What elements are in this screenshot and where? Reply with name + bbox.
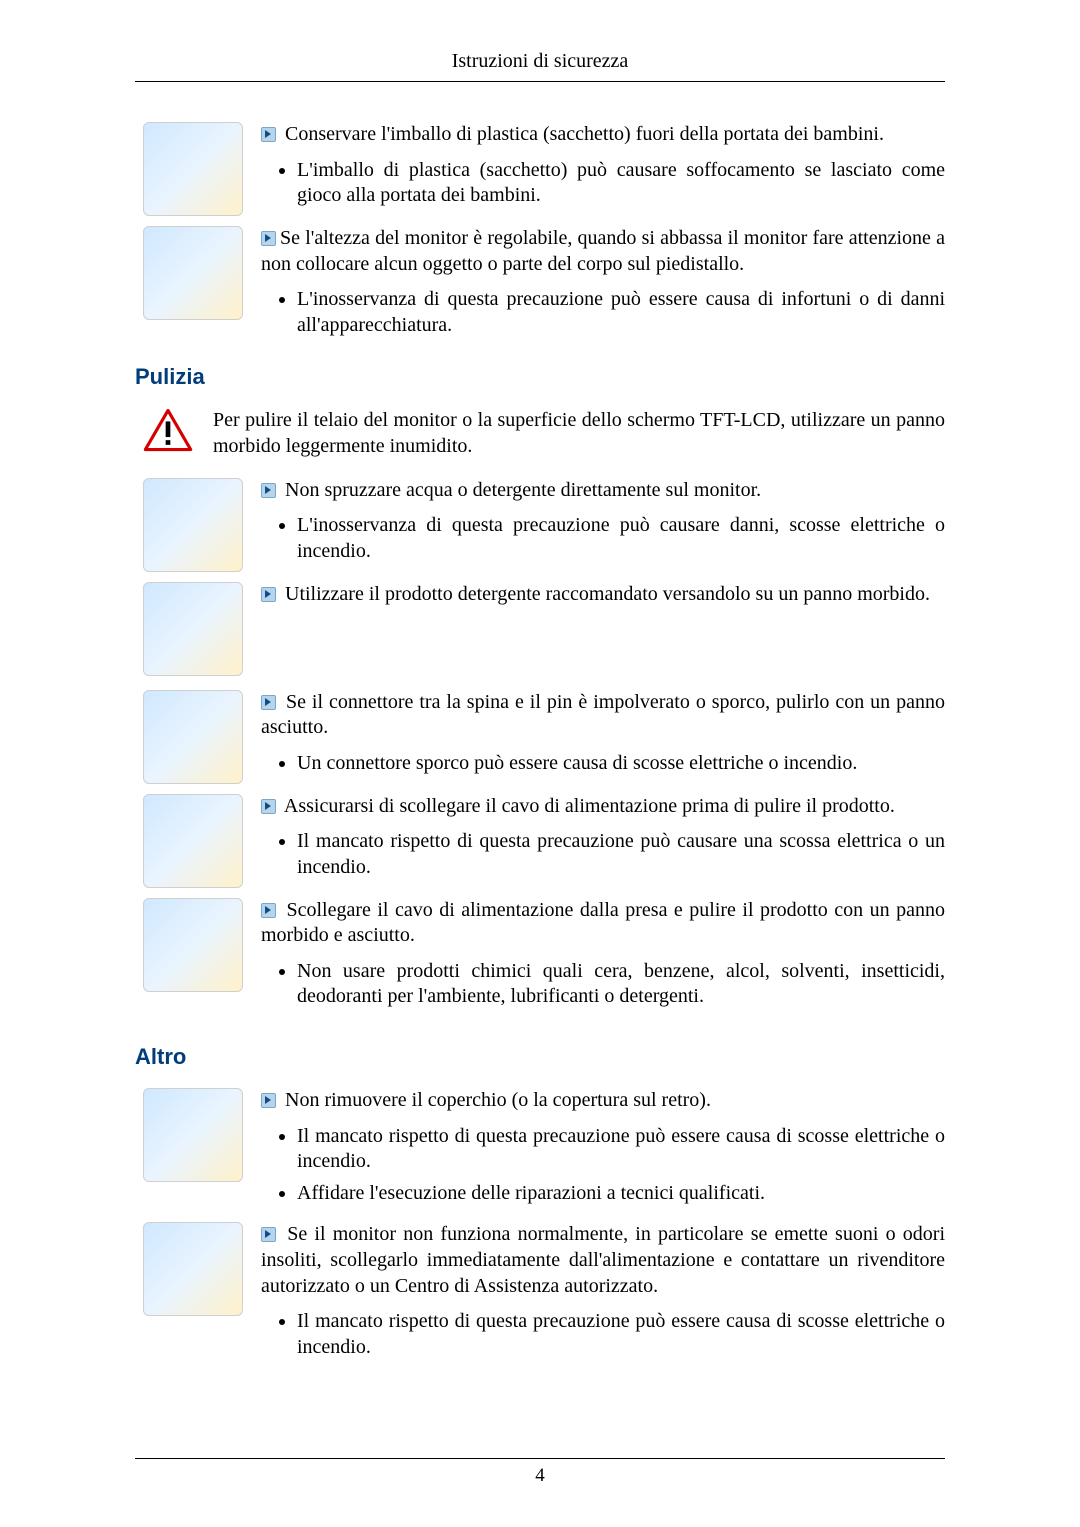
page-footer: 4 <box>135 1458 945 1487</box>
bullet-text: L'inosservanza di questa precauzione può… <box>297 513 945 564</box>
item-lead: Se l'altezza del monitor è regolabile, q… <box>261 226 945 277</box>
bullet-text: L'imballo di plastica (sacchetto) può ca… <box>297 158 945 209</box>
section-heading-altro: Altro <box>135 1044 945 1070</box>
section-heading-pulizia: Pulizia <box>135 364 945 390</box>
bullet-arrow-icon <box>261 1227 276 1242</box>
safety-item: Se l'altezza del monitor è regolabile, q… <box>135 226 945 344</box>
illustration-soft-cloth <box>143 582 243 676</box>
lead-text: Conservare l'imballo di plastica (sacche… <box>285 123 884 145</box>
item-body: Conservare l'imballo di plastica (sacche… <box>261 122 945 215</box>
item-bullets: L'inosservanza di questa precauzione può… <box>261 513 945 564</box>
item-body: Non rimuovere il coperchio (o la copertu… <box>261 1088 945 1212</box>
item-bullets: Il mancato rispetto di questa precauzion… <box>261 1309 945 1360</box>
lead-text: Se il connettore tra la spina e il pin è… <box>261 691 945 739</box>
lead-text: Utilizzare il prodotto detergente raccom… <box>285 583 930 605</box>
section-intro-text: Per pulire il telaio del monitor o la su… <box>213 408 945 459</box>
item-body: Assicurarsi di scollegare il cavo di ali… <box>261 794 945 887</box>
warning-icon <box>143 408 201 452</box>
bullet-text: L'inosservanza di questa precauzione può… <box>297 287 945 338</box>
page: Istruzioni di sicurezza Conservare l'imb… <box>0 0 1080 1527</box>
illustration-no-chemicals <box>143 898 243 992</box>
item-lead: Non rimuovere il coperchio (o la copertu… <box>261 1088 945 1114</box>
item-body: Se il connettore tra la spina e il pin è… <box>261 690 945 783</box>
illustration-no-remove-cover <box>143 1088 243 1182</box>
bullet-arrow-icon <box>261 587 276 602</box>
item-bullets: Non usare prodotti chimici quali cera, b… <box>261 959 945 1010</box>
bullet-text: Un connettore sporco può essere causa di… <box>297 751 945 777</box>
bullet-text: Il mancato rispetto di questa precauzion… <box>297 829 945 880</box>
illustration-no-spray <box>143 478 243 572</box>
safety-item: Utilizzare il prodotto detergente raccom… <box>135 582 945 676</box>
footer-rule <box>135 1458 945 1459</box>
illustration-connector-clean <box>143 690 243 784</box>
safety-item: Non rimuovere il coperchio (o la copertu… <box>135 1088 945 1212</box>
item-lead: Utilizzare il prodotto detergente raccom… <box>261 582 945 608</box>
item-lead: Se il connettore tra la spina e il pin è… <box>261 690 945 741</box>
content: Conservare l'imballo di plastica (sacche… <box>135 82 945 1366</box>
bullet-text: Il mancato rispetto di questa precauzion… <box>297 1309 945 1360</box>
item-bullets: L'inosservanza di questa precauzione può… <box>261 287 945 338</box>
safety-item: Conservare l'imballo di plastica (sacche… <box>135 122 945 216</box>
safety-item: Se il monitor non funziona normalmente, … <box>135 1222 945 1366</box>
item-body: Utilizzare il prodotto detergente raccom… <box>261 582 945 618</box>
illustration-monitor-height <box>143 226 243 320</box>
safety-item: Assicurarsi di scollegare il cavo di ali… <box>135 794 945 888</box>
item-lead: Non spruzzare acqua o detergente diretta… <box>261 478 945 504</box>
bullet-arrow-icon <box>261 231 276 246</box>
lead-text: Non spruzzare acqua o detergente diretta… <box>285 479 761 501</box>
illustration-plastic-bag <box>143 122 243 216</box>
lead-text: Se il monitor non funziona normalmente, … <box>261 1223 945 1296</box>
section-intro: Per pulire il telaio del monitor o la su… <box>135 408 945 459</box>
illustration-unplug-before-clean <box>143 794 243 888</box>
item-bullets: Il mancato rispetto di questa precauzion… <box>261 1124 945 1207</box>
bullet-arrow-icon <box>261 127 276 142</box>
item-body: Se l'altezza del monitor è regolabile, q… <box>261 226 945 344</box>
safety-item: Se il connettore tra la spina e il pin è… <box>135 690 945 784</box>
bullet-arrow-icon <box>261 695 276 710</box>
bullet-arrow-icon <box>261 483 276 498</box>
item-bullets: Il mancato rispetto di questa precauzion… <box>261 829 945 880</box>
safety-item: Non spruzzare acqua o detergente diretta… <box>135 478 945 572</box>
bullet-text: Non usare prodotti chimici quali cera, b… <box>297 959 945 1010</box>
bullet-arrow-icon <box>261 799 276 814</box>
item-body: Se il monitor non funziona normalmente, … <box>261 1222 945 1366</box>
item-body: Non spruzzare acqua o detergente diretta… <box>261 478 945 571</box>
safety-item: Scollegare il cavo di alimentazione dall… <box>135 898 945 1016</box>
lead-text: Se l'altezza del monitor è regolabile, q… <box>261 227 945 275</box>
lead-text: Assicurarsi di scollegare il cavo di ali… <box>284 795 895 817</box>
item-body: Scollegare il cavo di alimentazione dall… <box>261 898 945 1016</box>
item-bullets: L'imballo di plastica (sacchetto) può ca… <box>261 158 945 209</box>
bullet-arrow-icon <box>261 1093 276 1108</box>
item-bullets: Un connettore sporco può essere causa di… <box>261 751 945 777</box>
bullet-arrow-icon <box>261 903 276 918</box>
lead-text: Scollegare il cavo di alimentazione dall… <box>261 899 945 947</box>
page-header-title: Istruzioni di sicurezza <box>135 50 945 73</box>
page-number: 4 <box>135 1465 945 1487</box>
item-lead: Se il monitor non funziona normalmente, … <box>261 1222 945 1299</box>
illustration-abnormal-monitor <box>143 1222 243 1316</box>
item-lead: Assicurarsi di scollegare il cavo di ali… <box>261 794 945 820</box>
lead-text: Non rimuovere il coperchio (o la copertu… <box>285 1089 711 1111</box>
bullet-text: Il mancato rispetto di questa precauzion… <box>297 1124 945 1175</box>
item-lead: Scollegare il cavo di alimentazione dall… <box>261 898 945 949</box>
bullet-text: Affidare l'esecuzione delle riparazioni … <box>297 1181 945 1207</box>
item-lead: Conservare l'imballo di plastica (sacche… <box>261 122 945 148</box>
